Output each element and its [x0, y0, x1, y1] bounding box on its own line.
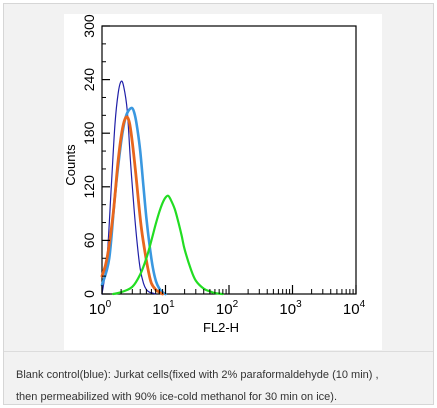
caption-line-1: Blank control(blue): Jurkat cells(fixed …: [16, 369, 379, 381]
y-tick-label-1: 60: [81, 232, 97, 248]
x-axis-title: FL2-H: [203, 320, 239, 335]
figure-frame: 100 101 102 103 104 0 60 120 180 240 300 FL2-H Count…: [3, 3, 434, 405]
x-tick-label-0: 100: [89, 299, 112, 318]
y-tick-label-4: 240: [81, 68, 97, 92]
x-tick-label-1: 101: [152, 299, 175, 318]
histogram-series-4: [112, 194, 224, 296]
y-tick-label-3: 180: [81, 121, 97, 145]
y-axis-title: Counts: [64, 144, 78, 186]
x-tick-label-3: 103: [279, 299, 302, 318]
caption-line-2: then permeabilized with 90% ice-cold met…: [16, 391, 337, 403]
y-tick-label-0: 0: [81, 290, 97, 298]
y-tick-label-5: 300: [81, 14, 97, 38]
histogram-series-1: [101, 80, 157, 295]
y-tick-label-2: 120: [81, 175, 97, 199]
flow-histogram-chart: 100 101 102 103 104 0 60 120 180 240 300 FL2-H Count…: [64, 14, 382, 350]
x-tick-label-2: 102: [216, 299, 239, 318]
histogram-series-3: [100, 115, 164, 296]
x-tick-label-4: 104: [343, 299, 366, 318]
figure-caption: Blank control(blue): Jurkat cells(fixed …: [4, 351, 433, 404]
chart-svg: 100 101 102 103 104 0 60 120 180 240 300 FL2-H Count…: [64, 14, 366, 335]
